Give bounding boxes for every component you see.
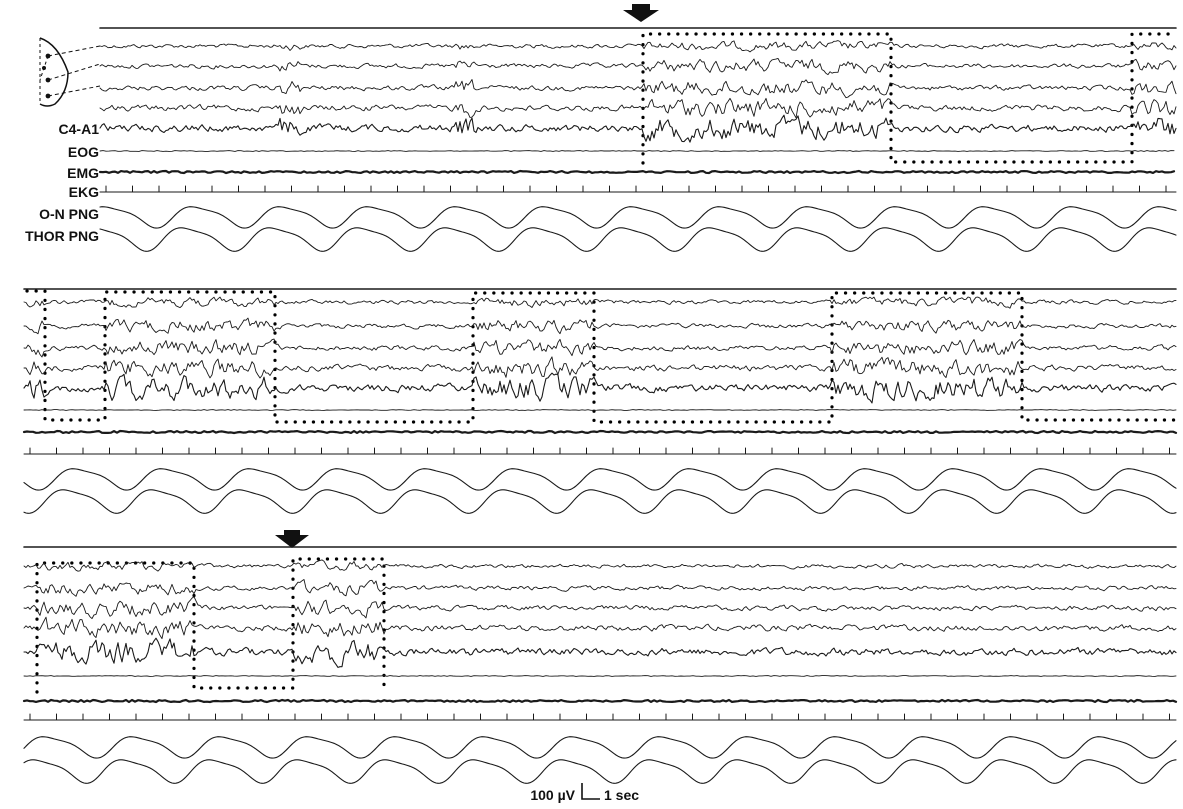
arrow-down-icon: [623, 4, 659, 22]
panel-1-eeg-trace: [99, 57, 1177, 76]
panel-2-eeg-trace: [23, 317, 1177, 335]
arousal-marker: [25, 289, 1178, 424]
panel-3-eeg-trace: [23, 596, 1177, 620]
channel-label-eog: EOG: [68, 144, 99, 160]
panel-2-eeg-trace: [23, 356, 1177, 379]
panel-1-emg-trace: [98, 169, 1176, 175]
panel-2-on-png-trace: [23, 468, 1177, 491]
arrow-down-icon: [275, 530, 309, 548]
channel-label-c4a1: C4-A1: [59, 121, 100, 137]
electrode-montage-icon: [39, 37, 101, 107]
calibration-bar: 100 µV 1 sec: [530, 783, 639, 803]
panel-3-ekg-trace: [23, 713, 1177, 721]
panel-2-ekg-trace: [23, 447, 1177, 455]
panel-1-ekg-trace: [99, 185, 1177, 193]
panel-3-eeg-trace: [23, 616, 1177, 640]
panel-3-thor-png-trace: [23, 759, 1177, 784]
arousal-marker: [641, 32, 1174, 165]
panel-1-eog-trace: [99, 150, 1175, 152]
panel-1-eeg-trace: [99, 79, 1177, 99]
panel-1-thor-png-trace: [99, 227, 1177, 252]
panel-2-eeg-trace: [23, 296, 1177, 309]
arousal-marker: [35, 557, 386, 694]
channel-label-ekg: EKG: [69, 184, 99, 200]
panel-1-eeg-trace: [99, 114, 1177, 143]
panel-2-emg-trace: [22, 429, 1178, 435]
panel-2-eeg-trace: [23, 372, 1177, 404]
panel-1-on-png-trace: [99, 206, 1177, 229]
channel-label-on-png: O-N PNG: [39, 206, 99, 222]
panel-2-thor-png-trace: [23, 489, 1177, 514]
panel-3-on-png-trace: [23, 736, 1177, 759]
panel-2-eog-trace: [23, 409, 1177, 411]
calibration-amplitude: 100 µV: [530, 787, 575, 803]
panel-3-emg-trace: [22, 698, 1178, 704]
signal-traces: [22, 27, 1178, 784]
calibration-time: 1 sec: [604, 787, 639, 803]
panel-1-eeg-trace: [99, 40, 1177, 53]
panel-2-eeg-trace: [23, 338, 1177, 358]
channel-label-emg: EMG: [67, 165, 99, 181]
panel-3-eog-trace: [23, 675, 1177, 677]
panel-3-eeg-trace: [23, 579, 1177, 597]
panel-3-eeg-trace: [23, 637, 1177, 668]
panel-1-eeg-trace: [99, 97, 1177, 119]
panel-3-eeg-trace: [23, 559, 1177, 572]
channel-label-thor-png: THOR PNG: [25, 228, 99, 244]
